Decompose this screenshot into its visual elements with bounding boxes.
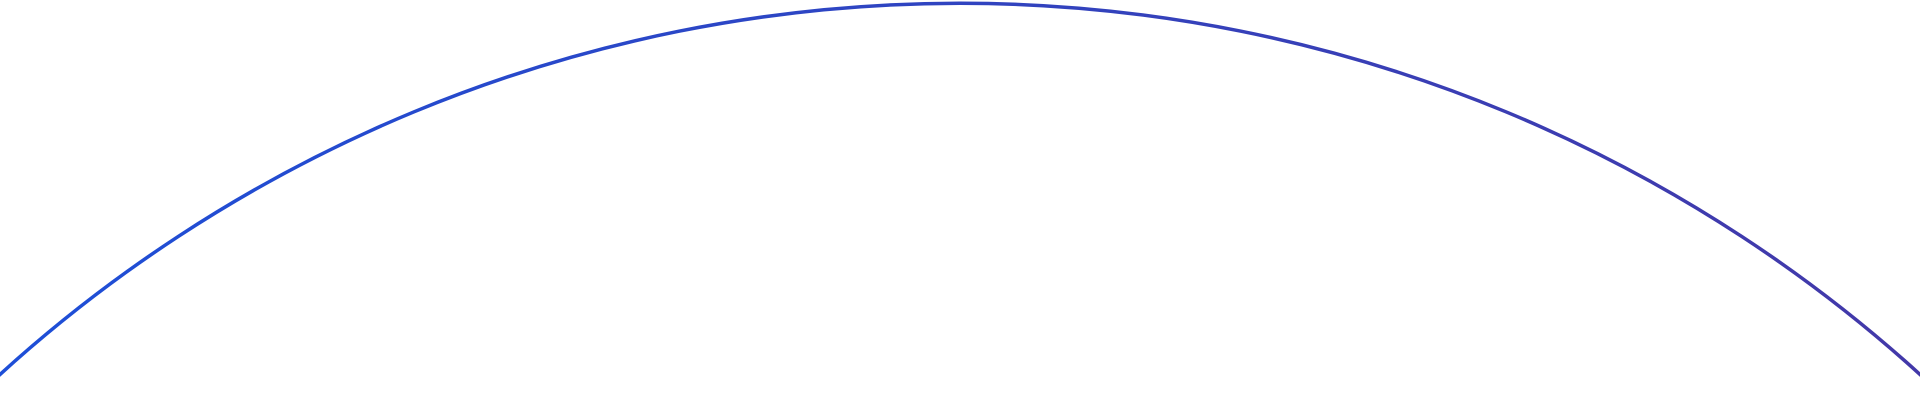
- decorative-arc: [0, 1, 1920, 377]
